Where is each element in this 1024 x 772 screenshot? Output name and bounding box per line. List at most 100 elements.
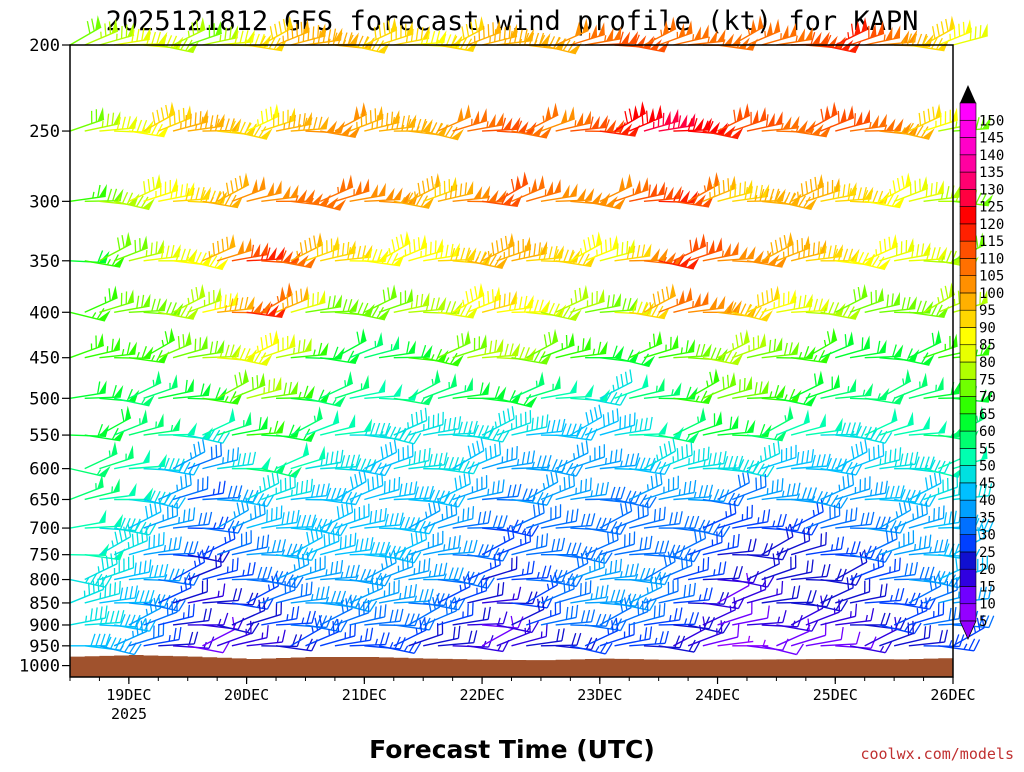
barb-full bbox=[220, 553, 221, 566]
barb-full bbox=[340, 537, 341, 550]
barb-full bbox=[257, 375, 258, 388]
barb-full bbox=[721, 620, 722, 633]
barb-full bbox=[728, 178, 729, 191]
barb-half bbox=[726, 511, 727, 517]
barb-full bbox=[149, 536, 150, 549]
barb-full bbox=[98, 579, 99, 592]
barb-full bbox=[677, 448, 678, 461]
barb-full bbox=[174, 112, 175, 125]
barb-full bbox=[488, 24, 489, 37]
barb-half bbox=[606, 569, 607, 575]
barb-full bbox=[495, 296, 496, 309]
barb-half bbox=[345, 380, 346, 386]
barb-full bbox=[237, 558, 238, 571]
barb-full bbox=[782, 581, 783, 594]
barb-full bbox=[797, 240, 798, 253]
barb-full bbox=[745, 181, 746, 194]
barb-full bbox=[308, 295, 309, 308]
barb-full bbox=[324, 534, 325, 547]
barb-full bbox=[484, 26, 485, 39]
barb-full bbox=[564, 477, 565, 490]
barb-full bbox=[659, 604, 660, 617]
barb-full bbox=[179, 110, 180, 123]
barb-full bbox=[504, 294, 505, 307]
barb-full bbox=[297, 24, 298, 37]
barb-full bbox=[546, 624, 547, 637]
barb-half bbox=[647, 587, 648, 593]
barb-full bbox=[333, 530, 334, 543]
barb-half bbox=[488, 251, 489, 257]
barb-full bbox=[826, 532, 827, 545]
barb-full bbox=[463, 509, 464, 522]
barb-full bbox=[694, 451, 695, 464]
barb-full bbox=[574, 473, 575, 486]
barb-half bbox=[698, 417, 699, 423]
barb-half bbox=[657, 386, 658, 392]
barb-half bbox=[575, 120, 576, 126]
barb-half bbox=[798, 192, 799, 198]
barb-full bbox=[216, 555, 217, 568]
barb-full bbox=[468, 604, 469, 617]
barb-full bbox=[170, 114, 171, 127]
barb-full bbox=[719, 182, 720, 195]
barb-half bbox=[209, 251, 210, 257]
barb-half bbox=[405, 249, 406, 255]
barb-full bbox=[586, 479, 587, 492]
barb-half bbox=[411, 302, 412, 308]
barb-half bbox=[416, 628, 417, 634]
barb-half bbox=[681, 347, 682, 353]
barb-half bbox=[536, 381, 537, 387]
barb-full bbox=[744, 378, 745, 391]
barb-full bbox=[308, 28, 309, 41]
barb-full bbox=[682, 446, 683, 459]
barb-full bbox=[267, 510, 268, 523]
barb-full bbox=[838, 111, 839, 124]
barb-half bbox=[329, 629, 330, 635]
barb-full bbox=[431, 242, 432, 255]
barb-half bbox=[876, 249, 877, 255]
barb-full bbox=[590, 580, 591, 593]
barb-full bbox=[878, 555, 879, 568]
barb-full bbox=[399, 477, 400, 490]
barb-full bbox=[163, 532, 164, 545]
barb-full bbox=[802, 238, 803, 251]
barb-half bbox=[648, 484, 649, 490]
barb-full bbox=[869, 448, 870, 461]
barb-full bbox=[915, 180, 916, 193]
barb-full bbox=[269, 380, 270, 393]
barb-half bbox=[884, 35, 885, 41]
barb-full bbox=[590, 478, 591, 491]
barb-full bbox=[883, 553, 884, 566]
barb-full bbox=[186, 115, 187, 128]
barb-half bbox=[188, 31, 189, 37]
barb-full bbox=[581, 480, 582, 493]
barb-full bbox=[943, 506, 944, 519]
barb-full bbox=[276, 507, 277, 520]
barb-half bbox=[446, 193, 447, 199]
barb-half bbox=[571, 298, 572, 304]
barb-full bbox=[627, 241, 628, 254]
barb-half bbox=[608, 629, 609, 635]
barb-full bbox=[761, 476, 762, 489]
barb-full bbox=[394, 478, 395, 491]
barb-full bbox=[740, 379, 741, 392]
barb-full bbox=[200, 111, 201, 124]
barb-full bbox=[412, 554, 413, 567]
barb-full bbox=[499, 295, 500, 308]
barb-full bbox=[855, 113, 856, 126]
barb-full bbox=[703, 448, 704, 461]
barb-half bbox=[519, 253, 520, 259]
barb-full bbox=[647, 599, 648, 612]
barb-full bbox=[183, 108, 184, 121]
barb-half bbox=[439, 426, 440, 432]
barb-full bbox=[287, 28, 288, 41]
barb-half bbox=[444, 544, 445, 550]
barb-full bbox=[119, 581, 120, 594]
barb-half bbox=[258, 119, 259, 125]
barb-half bbox=[848, 32, 849, 38]
barb-full bbox=[172, 601, 173, 614]
barb-full bbox=[167, 603, 168, 616]
barb-full bbox=[389, 480, 390, 493]
barb-full bbox=[403, 558, 404, 571]
barb-full bbox=[195, 339, 196, 352]
